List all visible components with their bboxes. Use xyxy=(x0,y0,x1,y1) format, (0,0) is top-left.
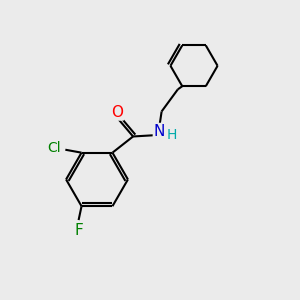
Text: H: H xyxy=(167,128,177,142)
Text: Cl: Cl xyxy=(48,141,61,155)
Text: N: N xyxy=(154,124,165,139)
Text: F: F xyxy=(74,223,83,238)
Text: O: O xyxy=(111,104,123,119)
